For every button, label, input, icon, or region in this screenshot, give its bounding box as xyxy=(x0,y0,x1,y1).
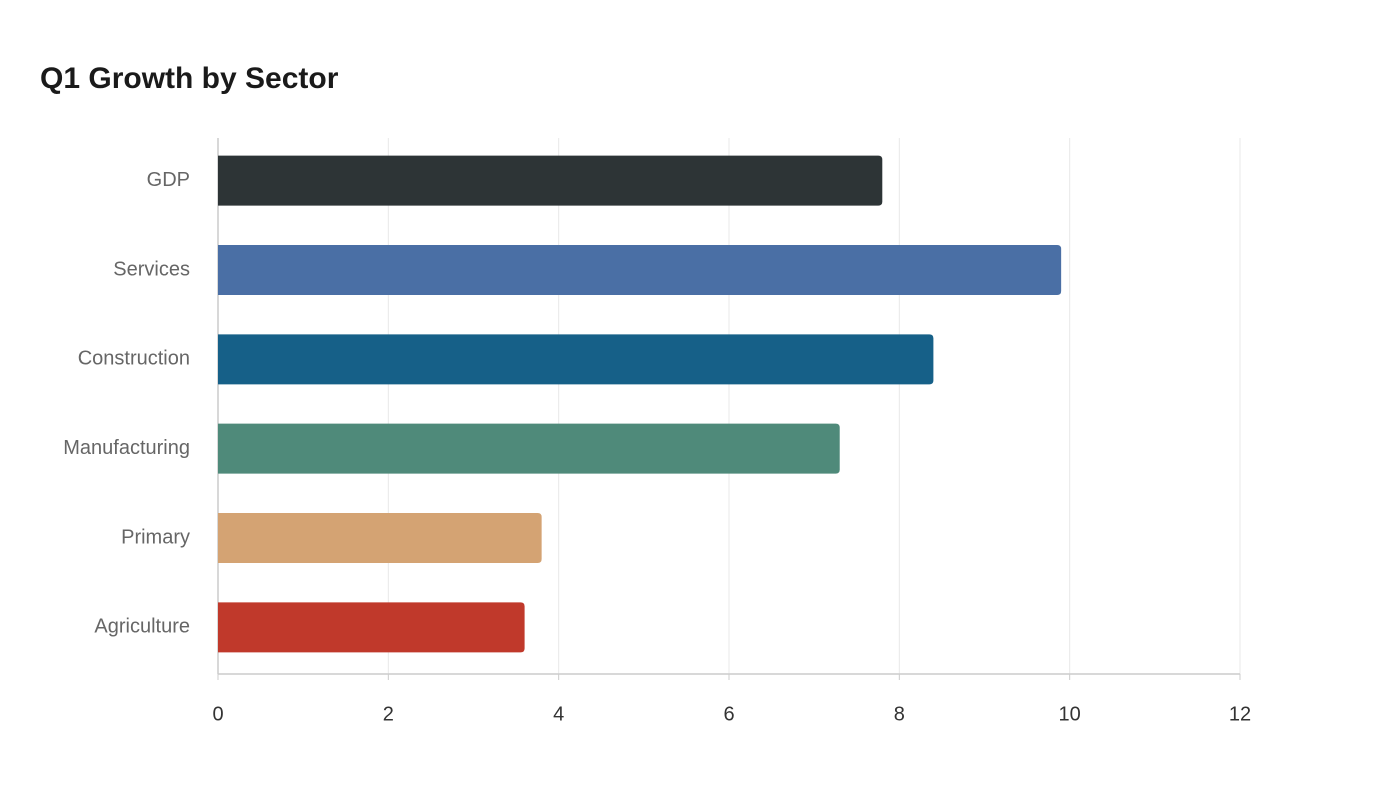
y-tick-label: Primary xyxy=(121,526,190,548)
chart-title: Q1 Growth by Sector xyxy=(40,62,339,95)
bar xyxy=(218,513,542,563)
x-tick-label: 8 xyxy=(894,703,905,725)
bar xyxy=(218,155,883,206)
x-tick-label: 2 xyxy=(383,703,394,725)
x-tick-label: 4 xyxy=(553,703,564,725)
y-tick-label: Agriculture xyxy=(94,616,190,638)
bar xyxy=(218,602,525,653)
y-tick-label: Services xyxy=(113,258,190,280)
bar xyxy=(218,423,840,474)
y-tick-label: GDP xyxy=(147,169,190,191)
x-tick-label: 12 xyxy=(1229,703,1251,725)
x-tick-label: 10 xyxy=(1059,703,1081,725)
y-tick-label: Manufacturing xyxy=(63,437,190,459)
y-tick-label: Construction xyxy=(78,348,190,370)
bar xyxy=(218,334,934,385)
x-tick-label: 6 xyxy=(723,703,734,725)
bar xyxy=(218,245,1062,295)
x-tick-label: 0 xyxy=(212,703,223,725)
